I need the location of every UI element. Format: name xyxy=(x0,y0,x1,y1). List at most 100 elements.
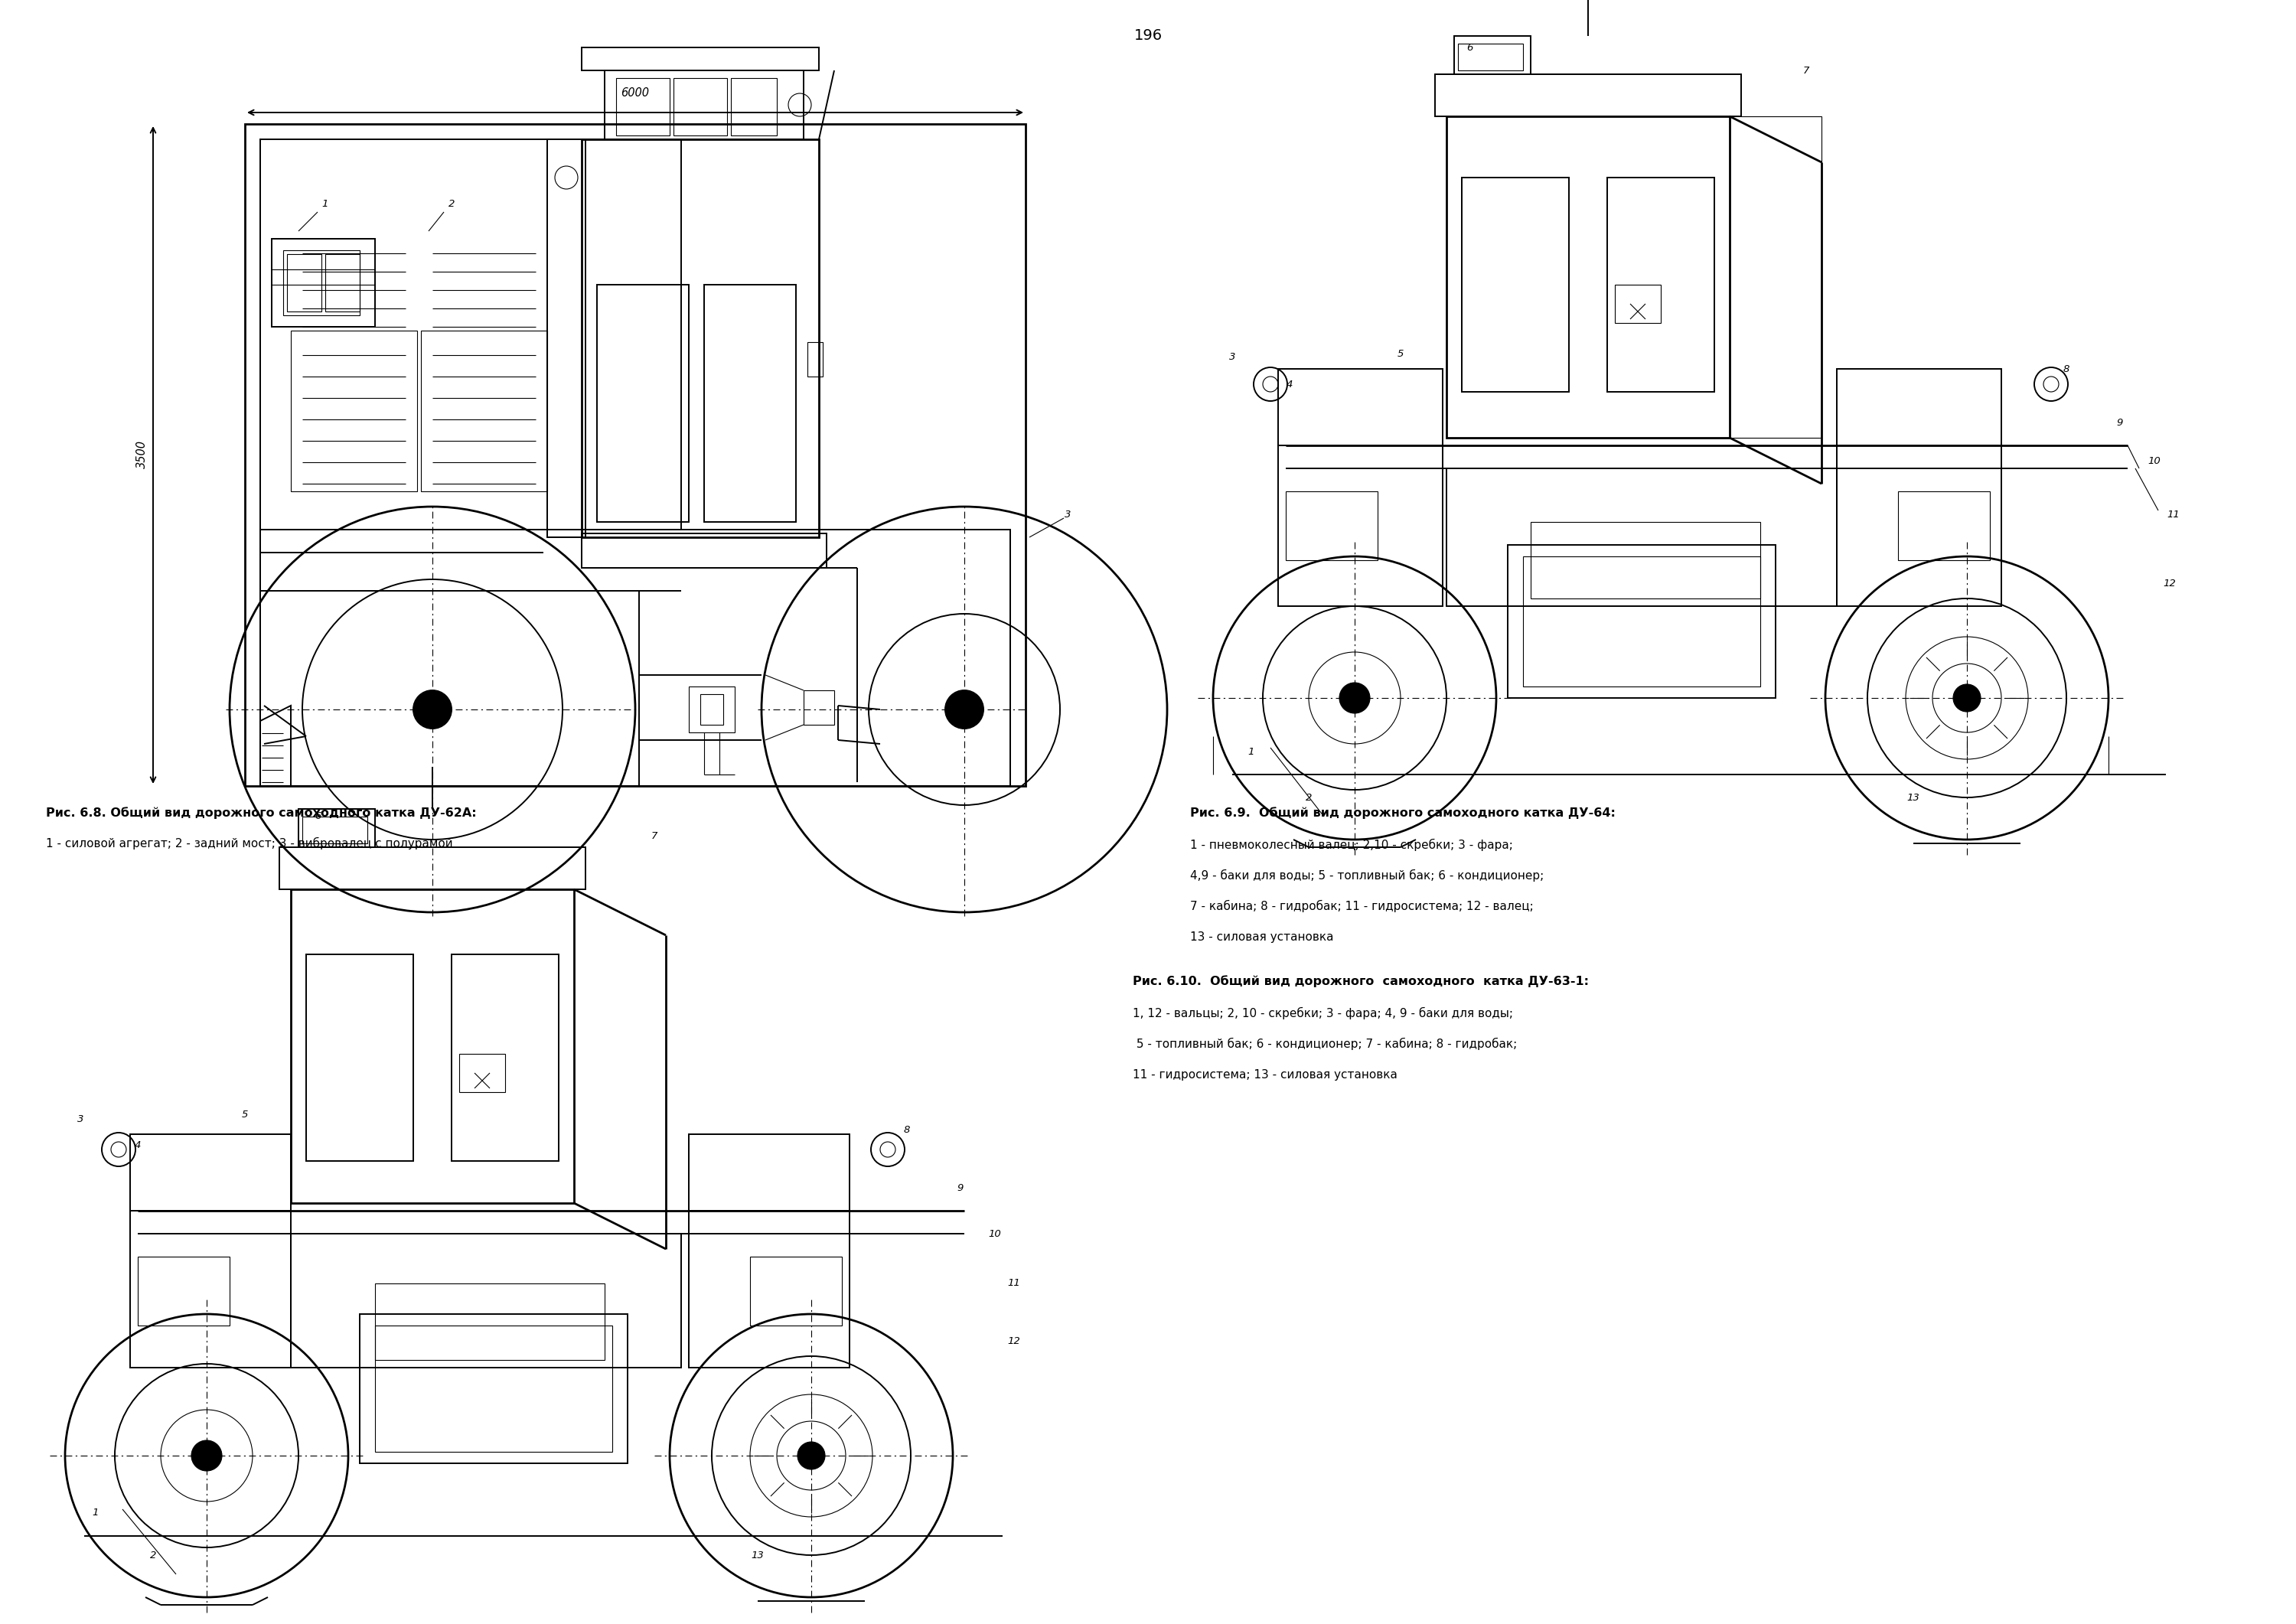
Bar xyxy=(1446,117,1729,438)
Bar xyxy=(280,848,585,890)
Text: 12: 12 xyxy=(1008,1337,1019,1346)
Text: 7 - кабина; 8 - гидробак; 11 - гидросистема; 12 - валец;: 7 - кабина; 8 - гидробак; 11 - гидросист… xyxy=(1189,900,1534,913)
Bar xyxy=(131,1212,292,1367)
Bar xyxy=(420,331,546,492)
Text: 11: 11 xyxy=(1008,1278,1019,1288)
Bar xyxy=(292,1234,682,1367)
Bar xyxy=(138,1257,230,1325)
Text: 3: 3 xyxy=(78,1114,83,1124)
Bar xyxy=(1279,445,1442,606)
Circle shape xyxy=(413,690,452,729)
Bar xyxy=(1435,75,1740,117)
Bar xyxy=(1607,177,1715,391)
Text: 7: 7 xyxy=(652,831,657,841)
Bar xyxy=(1837,445,2002,606)
Bar xyxy=(292,890,574,1203)
Bar xyxy=(804,690,833,724)
Text: 13 - силовая установка: 13 - силовая установка xyxy=(1189,931,1334,942)
Text: 1: 1 xyxy=(321,200,328,209)
Bar xyxy=(1614,284,1660,323)
Bar xyxy=(282,250,360,315)
Bar xyxy=(374,1325,613,1452)
Bar xyxy=(259,140,682,529)
Text: 9: 9 xyxy=(957,1182,964,1192)
Bar xyxy=(615,78,670,135)
Text: 3500: 3500 xyxy=(135,440,147,469)
Text: 6: 6 xyxy=(315,812,321,822)
Bar xyxy=(303,817,367,843)
Text: 4,9 - баки для воды; 5 - топливный бак; 6 - кондиционер;: 4,9 - баки для воды; 5 - топливный бак; … xyxy=(1189,869,1543,882)
Bar xyxy=(581,140,820,538)
Text: Рис. 6.9.  Общий вид дорожного самоходного катка ДУ-64:: Рис. 6.9. Общий вид дорожного самоходног… xyxy=(1189,807,1616,818)
Bar xyxy=(360,1314,627,1463)
Bar xyxy=(546,140,585,538)
Bar xyxy=(298,809,374,848)
Circle shape xyxy=(946,690,983,729)
Bar xyxy=(1446,468,1837,606)
Bar xyxy=(689,687,735,732)
Bar xyxy=(730,78,776,135)
Bar xyxy=(705,284,797,521)
Text: 5: 5 xyxy=(1398,349,1403,359)
Text: 4: 4 xyxy=(135,1140,140,1151)
Bar xyxy=(305,955,413,1161)
Bar xyxy=(271,239,374,326)
Bar xyxy=(689,1212,850,1367)
Text: 11: 11 xyxy=(2167,510,2179,520)
Bar xyxy=(597,284,689,521)
Bar xyxy=(374,1283,604,1359)
Text: 8: 8 xyxy=(2064,364,2069,374)
Text: 5: 5 xyxy=(241,1111,248,1121)
Text: 10: 10 xyxy=(990,1229,1001,1239)
Bar xyxy=(1458,44,1522,70)
Bar xyxy=(689,1134,850,1212)
Bar xyxy=(1279,369,1442,445)
Bar xyxy=(1453,36,1531,75)
Text: 196: 196 xyxy=(1134,29,1162,44)
Text: 6000: 6000 xyxy=(620,88,650,99)
Bar xyxy=(1463,177,1568,391)
Text: 1 - силовой агрегат; 2 - задний мост; 3 - вибровалец с полурамой: 1 - силовой агрегат; 2 - задний мост; 3 … xyxy=(46,838,452,849)
Text: 4: 4 xyxy=(1286,380,1293,390)
Bar xyxy=(1286,492,1378,560)
Bar xyxy=(326,253,360,312)
Text: 13: 13 xyxy=(751,1551,765,1561)
Text: 13: 13 xyxy=(1908,793,1919,802)
Bar xyxy=(808,343,822,377)
Text: 9: 9 xyxy=(2117,417,2124,427)
Bar xyxy=(1531,521,1761,599)
Text: 1, 12 - вальцы; 2, 10 - скребки; 3 - фара; 4, 9 - баки для воды;: 1, 12 - вальцы; 2, 10 - скребки; 3 - фар… xyxy=(1132,1007,1513,1020)
Bar xyxy=(292,331,418,492)
Text: 6: 6 xyxy=(1467,42,1472,52)
Text: 12: 12 xyxy=(2163,578,2177,588)
Text: 7: 7 xyxy=(1802,65,1809,75)
Bar xyxy=(700,693,723,724)
Bar xyxy=(673,78,728,135)
Circle shape xyxy=(191,1440,223,1471)
Text: 5 - топливный бак; 6 - кондиционер; 7 - кабина; 8 - гидробак;: 5 - топливный бак; 6 - кондиционер; 7 - … xyxy=(1132,1038,1518,1051)
Bar xyxy=(287,253,321,312)
Bar xyxy=(1837,369,2002,445)
Text: 8: 8 xyxy=(905,1125,909,1135)
Text: 3: 3 xyxy=(1065,510,1070,520)
Circle shape xyxy=(1339,682,1371,713)
Text: 11 - гидросистема; 13 - силовая установка: 11 - гидросистема; 13 - силовая установк… xyxy=(1132,1069,1398,1080)
Bar xyxy=(751,1257,843,1325)
Bar xyxy=(131,1134,292,1212)
Text: Рис. 6.10.  Общий вид дорожного  самоходного  катка ДУ-63-1:: Рис. 6.10. Общий вид дорожного самоходно… xyxy=(1132,974,1589,987)
Text: 3: 3 xyxy=(1228,352,1235,362)
Bar xyxy=(604,70,804,140)
Text: 2: 2 xyxy=(149,1551,156,1561)
Bar xyxy=(581,533,827,568)
Bar xyxy=(1899,492,1991,560)
Text: 2: 2 xyxy=(448,200,455,209)
Text: 10: 10 xyxy=(2149,456,2161,466)
Text: 1: 1 xyxy=(1249,747,1254,757)
Bar xyxy=(246,123,1026,786)
Bar xyxy=(1522,557,1761,687)
Bar xyxy=(459,1054,505,1091)
Bar xyxy=(259,529,1010,786)
Circle shape xyxy=(1954,684,1981,711)
Bar xyxy=(1508,546,1775,698)
Text: 1 - пневмоколесный валец; 2,10 - скребки; 3 - фара;: 1 - пневмоколесный валец; 2,10 - скребки… xyxy=(1189,838,1513,851)
